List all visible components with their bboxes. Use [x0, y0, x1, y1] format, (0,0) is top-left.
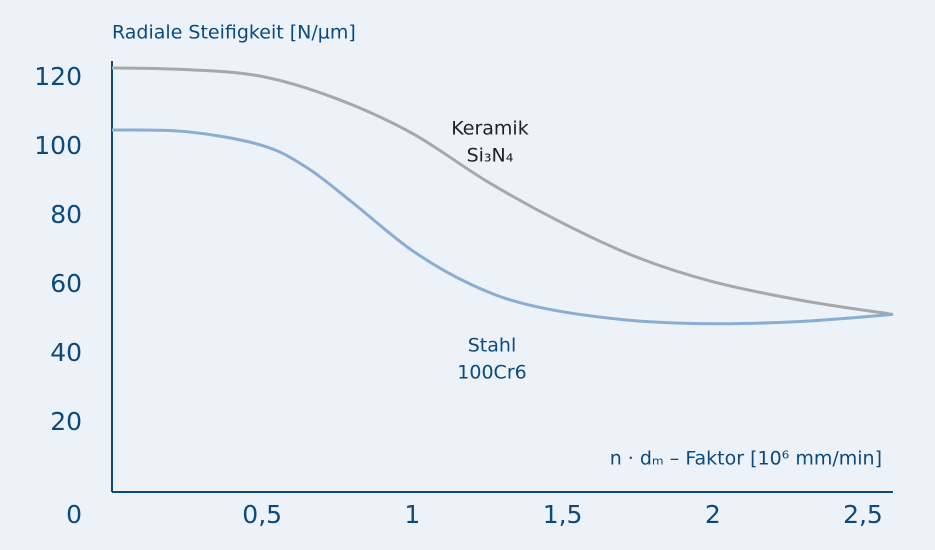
x-tick-label: 1,5: [543, 500, 583, 529]
series-line: [111, 128, 894, 326]
y-axis-title: Radiale Steifigkeit [N/µm]: [112, 22, 356, 44]
x-axis-title: n · dₘ – Faktor [10⁶ mm/min]: [610, 448, 882, 470]
y-tick-label: 40: [50, 338, 82, 367]
y-tick-label: 0: [66, 500, 82, 529]
y-tick-label: 100: [34, 131, 82, 160]
series-sublabel: Si₃N₄: [467, 145, 514, 167]
y-tick-label: 120: [34, 62, 82, 91]
x-tick-label: 2,5: [843, 500, 883, 529]
series-line: [111, 66, 894, 316]
series-label: Keramik: [451, 118, 528, 140]
series-sublabel: 100Cr6: [457, 362, 526, 384]
x-tick-label: 1: [404, 500, 420, 529]
series-label: Stahl: [468, 335, 516, 357]
y-tick-label: 20: [50, 407, 82, 436]
y-tick-label: 60: [50, 269, 82, 298]
x-tick-label: 0,5: [242, 500, 282, 529]
x-tick-label: 2: [705, 500, 721, 529]
y-tick-label: 80: [50, 200, 82, 229]
